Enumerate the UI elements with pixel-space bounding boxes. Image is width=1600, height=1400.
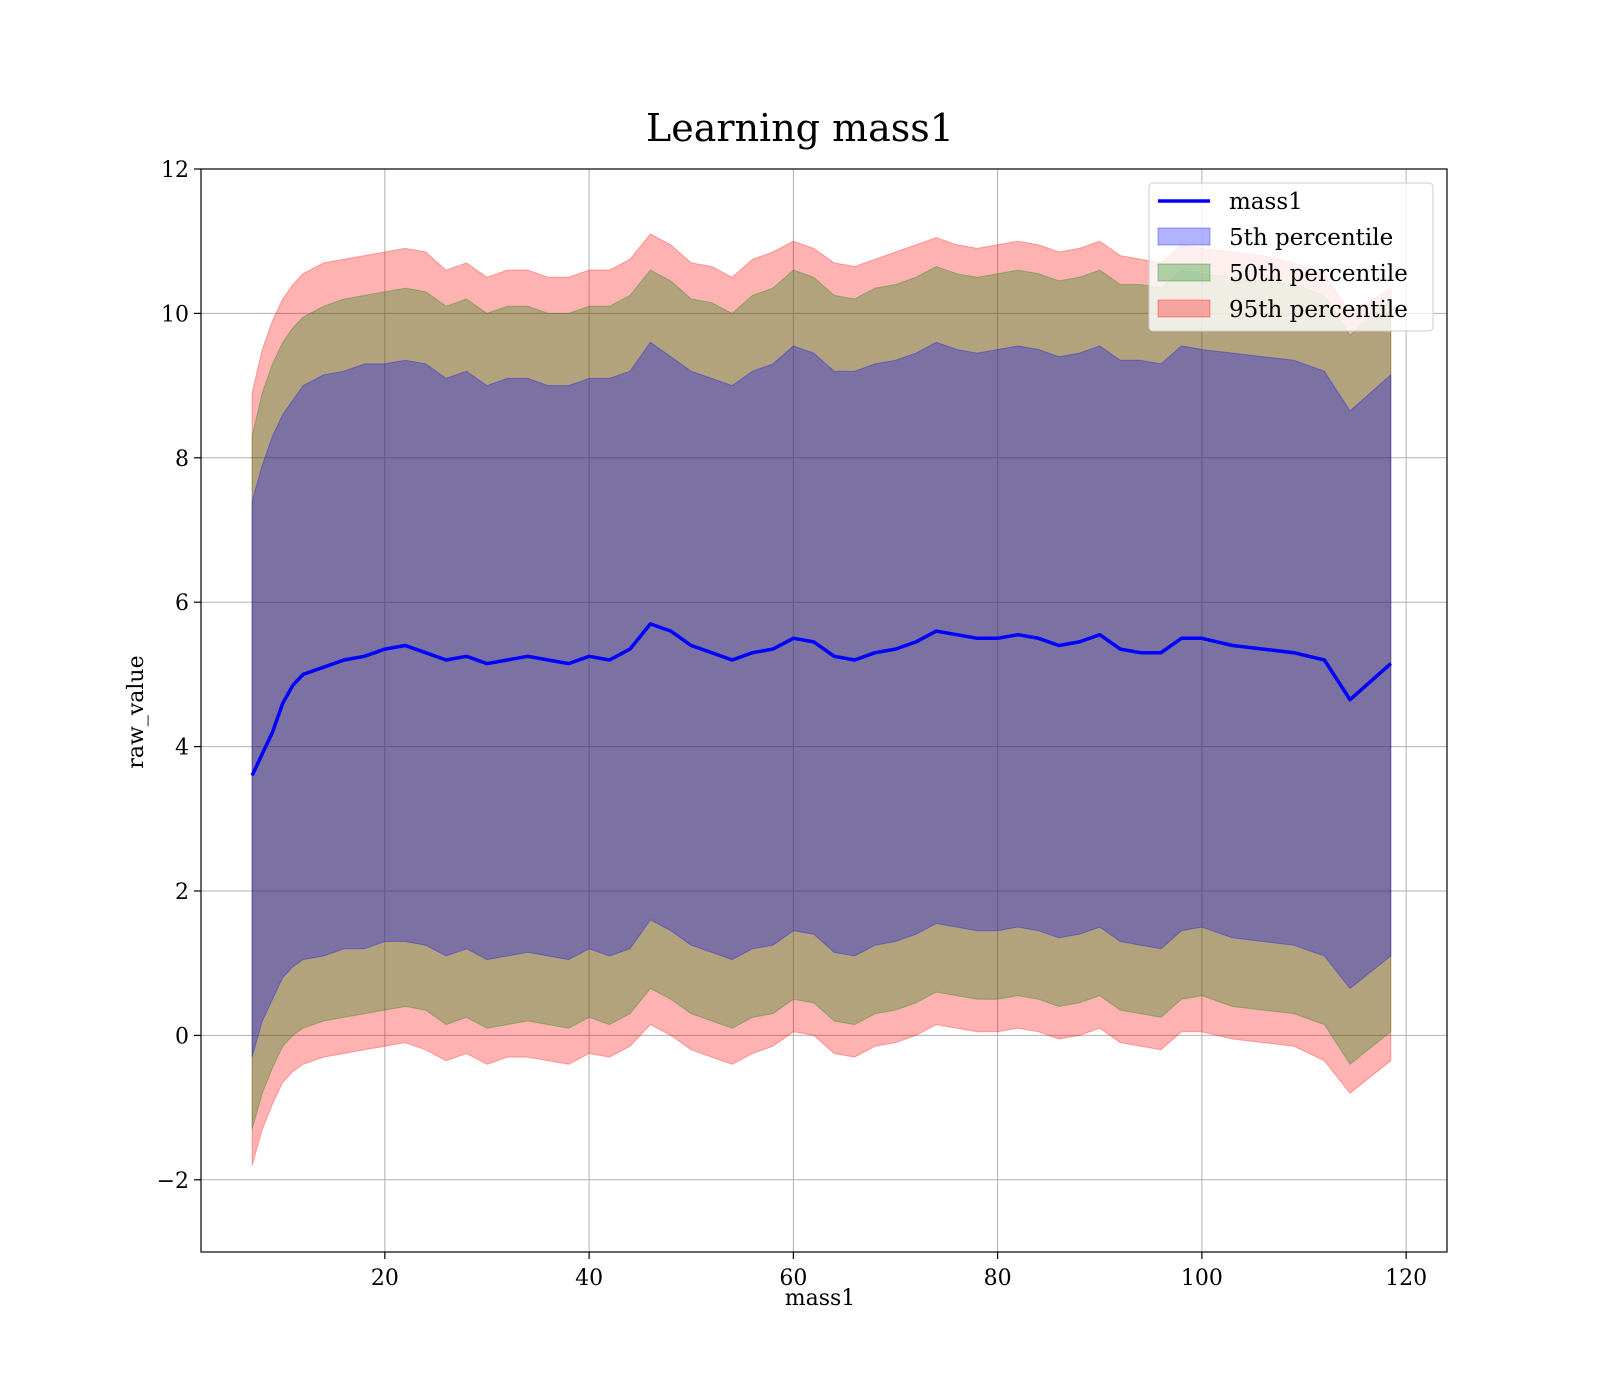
- legend-label-95th: 95th percentile: [1229, 297, 1408, 323]
- legend-label-5th: 5th percentile: [1229, 225, 1393, 251]
- y-tick-label: 8: [175, 447, 189, 472]
- x-tick-label: 60: [779, 1266, 807, 1291]
- y-axis-ticks: −2 0 2 4 6 8 10 12: [157, 158, 201, 1194]
- line-series: [250, 622, 1392, 777]
- band-50th-percentile: [251, 265, 1392, 1130]
- y-tick-label: 12: [161, 158, 189, 183]
- y-tick-label: 0: [175, 1024, 189, 1049]
- legend-label-50th: 50th percentile: [1229, 261, 1408, 287]
- line-mass1: [250, 622, 1392, 777]
- plot-frame: [200, 168, 1448, 1253]
- legend-swatch-95th: [1157, 299, 1211, 318]
- x-axis-label: mass1: [785, 1286, 856, 1311]
- legend-frame: [1148, 182, 1434, 332]
- x-axis-ticks: 20 40 60 80 100 120: [371, 1252, 1427, 1291]
- legend-label-mass1: mass1: [1229, 189, 1303, 215]
- y-tick-label: 6: [175, 591, 189, 616]
- x-tick-label: 100: [1181, 1266, 1223, 1291]
- legend-swatch-50th: [1157, 263, 1211, 282]
- y-tick-label: 10: [161, 302, 189, 327]
- band-5th-percentile: [251, 341, 1392, 1058]
- chart-title: Learning mass1: [646, 106, 954, 150]
- legend-swatch-5th: [1157, 227, 1211, 246]
- y-tick-label: 2: [175, 880, 189, 905]
- x-tick-label: 80: [984, 1266, 1012, 1291]
- y-tick-label: 4: [175, 736, 189, 761]
- x-tick-label: 40: [575, 1266, 603, 1291]
- x-tick-label: 20: [371, 1266, 399, 1291]
- legend: mass1 5th percentile 50th percentile 95t…: [1148, 182, 1434, 332]
- y-axis-label: raw_value: [124, 655, 149, 768]
- percentile-bands: [251, 233, 1392, 1166]
- band-95th-percentile: [251, 233, 1392, 1166]
- x-tick-label: 120: [1385, 1266, 1427, 1291]
- y-tick-label: −2: [157, 1169, 189, 1194]
